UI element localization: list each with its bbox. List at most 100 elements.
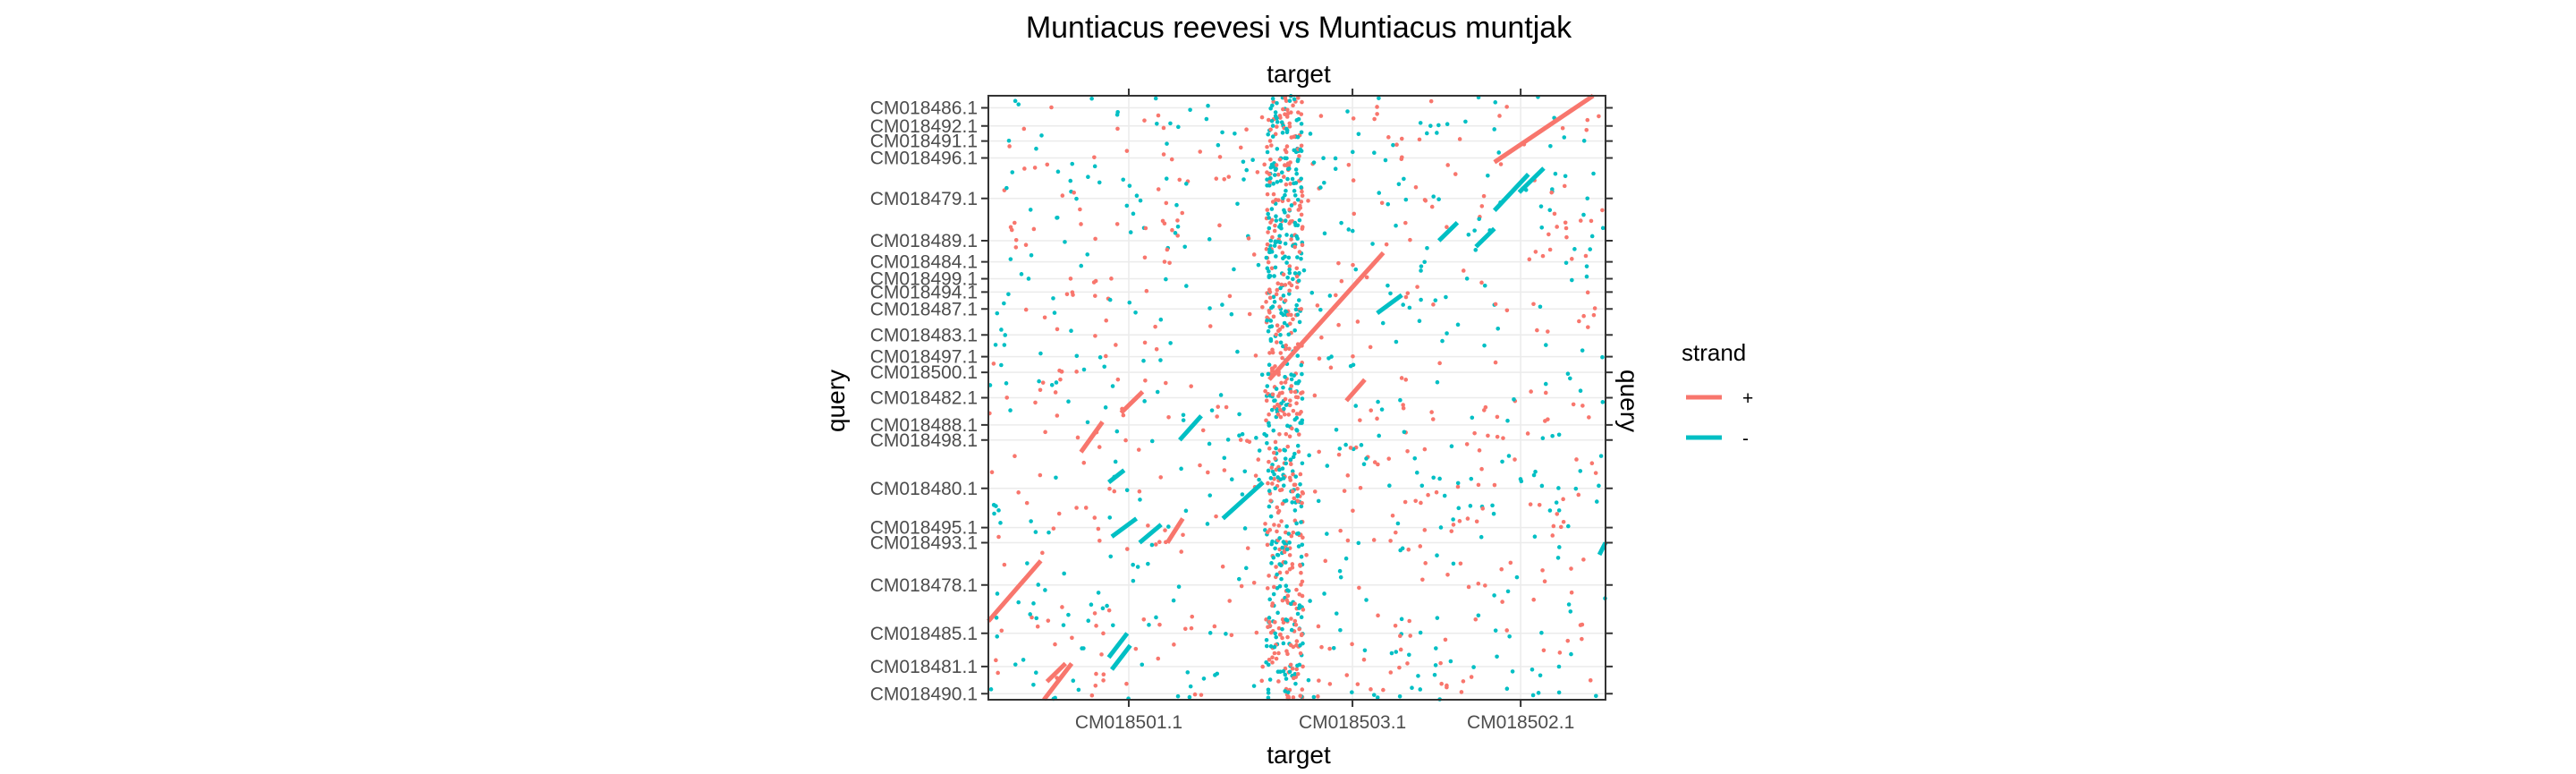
alignment-point [1292, 328, 1297, 333]
alignment-point [1085, 420, 1090, 425]
alignment-point [1229, 477, 1234, 481]
alignment-point [1227, 599, 1233, 603]
alignment-point [1055, 327, 1060, 332]
alignment-point [1401, 403, 1405, 407]
alignment-point [1224, 404, 1229, 410]
alignment-point [1285, 634, 1290, 640]
alignment-point [1273, 114, 1278, 119]
alignment-point [1270, 655, 1275, 660]
alignment-point [1300, 193, 1305, 199]
alignment-point [1285, 312, 1291, 318]
alignment-point [1281, 272, 1286, 277]
alignment-point [1557, 651, 1563, 655]
alignment-point [1424, 131, 1429, 136]
alignment-point [1040, 550, 1045, 556]
alignment-point [1134, 193, 1140, 199]
alignment-point [1284, 570, 1290, 574]
alignment-point [1079, 263, 1084, 268]
alignment-point [1097, 355, 1103, 360]
alignment-point [1291, 408, 1296, 413]
alignment-point [1278, 563, 1284, 568]
alignment-point [1039, 133, 1044, 138]
alignment-point [1531, 472, 1537, 478]
alignment-point [1267, 423, 1272, 428]
alignment-point [1267, 597, 1272, 602]
alignment-point [1306, 677, 1311, 683]
alignment-point [1419, 264, 1424, 268]
alignment-point [1292, 244, 1298, 250]
alignment-point [1278, 178, 1284, 183]
alignment-point [1307, 453, 1311, 458]
alignment-point [1287, 207, 1292, 212]
alignment-point [1284, 461, 1289, 466]
alignment-point [1589, 234, 1595, 239]
alignment-point [1592, 306, 1597, 310]
alignment-point [1144, 288, 1149, 293]
alignment-point [1431, 302, 1436, 307]
alignment-point [1267, 269, 1271, 274]
alignment-point [1356, 540, 1361, 546]
alignment-point [1533, 250, 1538, 254]
alignment-point [1435, 553, 1439, 558]
alignment-point [1403, 197, 1409, 202]
alignment-point [1115, 109, 1120, 115]
alignment-point [1306, 199, 1310, 203]
alignment-point [1553, 171, 1558, 176]
alignment-point [1161, 152, 1166, 157]
alignment-point [1301, 608, 1306, 612]
alignment-point [1272, 274, 1276, 278]
alignment-point [1493, 100, 1498, 105]
alignment-point [1364, 275, 1369, 280]
alignment-point [1275, 586, 1280, 591]
alignment-point [1300, 99, 1304, 105]
alignment-point [1004, 396, 1010, 400]
alignment-point [1504, 105, 1509, 109]
alignment-point [1388, 670, 1394, 675]
alignment-point [1295, 486, 1300, 491]
alignment-point [1540, 436, 1546, 440]
alignment-point [1270, 304, 1275, 309]
alignment-point [1272, 523, 1276, 527]
alignment-point [1299, 307, 1304, 311]
alignment-point [1283, 148, 1288, 152]
alignment-point [1284, 583, 1289, 589]
alignment-point [1338, 528, 1343, 533]
alignment-point [1319, 644, 1324, 650]
alignment-point [1293, 395, 1299, 400]
alignment-point [1102, 364, 1107, 370]
alignment-point [1283, 396, 1288, 402]
alignment-point [1277, 327, 1283, 332]
alignment-point [1295, 671, 1301, 676]
alignment-point [1055, 413, 1060, 418]
alignment-point [1192, 692, 1198, 697]
alignment-point [1271, 182, 1275, 186]
alignment-point [1278, 351, 1284, 355]
alignment-point [1172, 642, 1176, 647]
alignment-point [1052, 310, 1057, 315]
alignment-point [1271, 555, 1276, 560]
alignment-point [1431, 475, 1436, 481]
alignment-point [1267, 504, 1272, 509]
alignment-point [1434, 646, 1438, 651]
alignment-point [1591, 312, 1597, 318]
alignment-point [1246, 236, 1251, 241]
alignment-point [1284, 182, 1289, 187]
alignment-point [1267, 216, 1271, 220]
alignment-point [1319, 335, 1324, 340]
alignment-point [996, 534, 1001, 540]
alignment-point [1270, 660, 1275, 665]
alignment-point [1283, 112, 1287, 117]
minus-strand-segment [1110, 516, 1139, 539]
alignment-point [1300, 396, 1305, 401]
alignment-point [1418, 630, 1423, 635]
alignment-point [1361, 462, 1367, 466]
alignment-point [1267, 574, 1271, 578]
alignment-point [1284, 598, 1289, 602]
alignment-point [1300, 489, 1305, 495]
alignment-point [1445, 122, 1450, 127]
alignment-point [1280, 635, 1284, 641]
alignment-point [1286, 255, 1292, 260]
alignment-point [1262, 162, 1267, 167]
alignment-point [1419, 500, 1423, 506]
